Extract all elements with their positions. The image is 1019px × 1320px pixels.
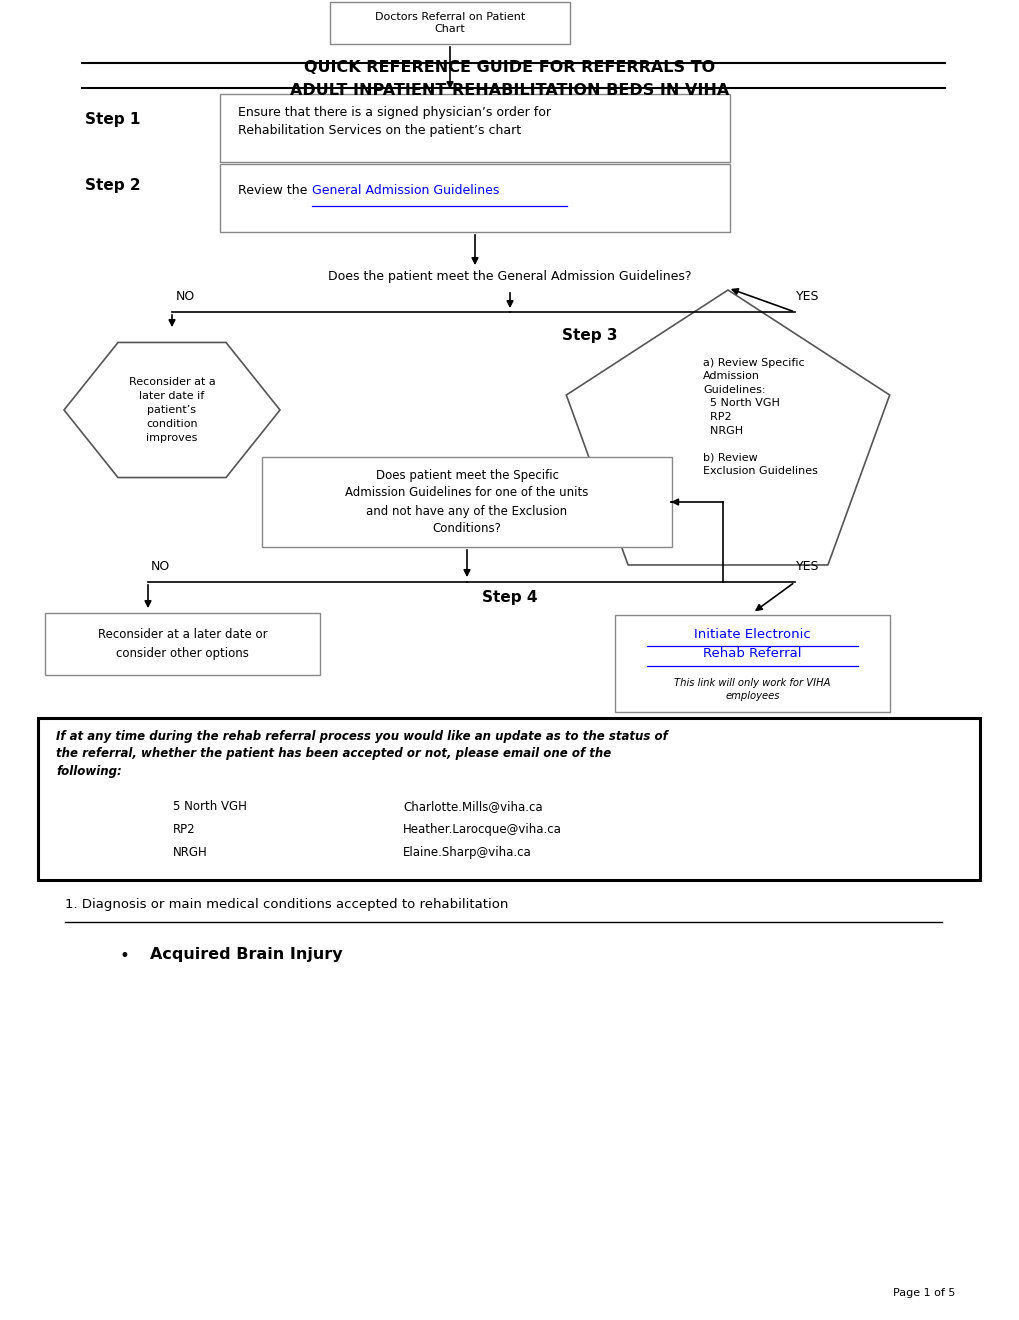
Text: Heather.Larocque@viha.ca: Heather.Larocque@viha.ca bbox=[403, 822, 561, 836]
Text: a) Review Specific
Admission
Guidelines:
  5 North VGH
  RP2
  NRGH

b) Review
E: a) Review Specific Admission Guidelines:… bbox=[702, 358, 817, 477]
Text: Does the patient meet the General Admission Guidelines?: Does the patient meet the General Admiss… bbox=[328, 271, 691, 282]
Text: Step 4: Step 4 bbox=[482, 590, 537, 605]
Text: Step 1: Step 1 bbox=[85, 112, 141, 127]
FancyBboxPatch shape bbox=[262, 457, 672, 546]
Text: Reconsider at a later date or
consider other options: Reconsider at a later date or consider o… bbox=[98, 628, 267, 660]
Text: Charlotte.Mills@viha.ca: Charlotte.Mills@viha.ca bbox=[403, 800, 542, 813]
Polygon shape bbox=[64, 342, 280, 478]
Text: Step 3: Step 3 bbox=[561, 327, 616, 343]
Text: Doctors Referral on Patient
Chart: Doctors Referral on Patient Chart bbox=[375, 12, 525, 34]
Text: Step 2: Step 2 bbox=[85, 178, 141, 193]
Text: Page 1 of 5: Page 1 of 5 bbox=[892, 1288, 954, 1298]
FancyBboxPatch shape bbox=[38, 718, 979, 880]
FancyBboxPatch shape bbox=[220, 164, 730, 232]
Text: •: • bbox=[120, 946, 129, 965]
Text: Acquired Brain Injury: Acquired Brain Injury bbox=[150, 946, 342, 962]
Text: ADULT INPATIENT REHABILITATION BEDS IN VIHA: ADULT INPATIENT REHABILITATION BEDS IN V… bbox=[290, 83, 729, 98]
Text: YES: YES bbox=[796, 560, 819, 573]
FancyBboxPatch shape bbox=[220, 94, 730, 162]
Text: 1. Diagnosis or main medical conditions accepted to rehabilitation: 1. Diagnosis or main medical conditions … bbox=[65, 898, 507, 911]
Text: If at any time during the rehab referral process you would like an update as to : If at any time during the rehab referral… bbox=[56, 730, 667, 777]
Text: NO: NO bbox=[175, 290, 195, 304]
Polygon shape bbox=[566, 290, 889, 565]
Text: RP2: RP2 bbox=[173, 822, 196, 836]
Text: Reconsider at a
later date if
patient’s
condition
improves: Reconsider at a later date if patient’s … bbox=[128, 378, 215, 444]
Text: YES: YES bbox=[796, 290, 819, 304]
Text: QUICK REFERENCE GUIDE FOR REFERRALS TO: QUICK REFERENCE GUIDE FOR REFERRALS TO bbox=[304, 59, 715, 75]
Text: Review the: Review the bbox=[237, 183, 311, 197]
Text: Initiate Electronic
Rehab Referral: Initiate Electronic Rehab Referral bbox=[694, 628, 810, 660]
FancyBboxPatch shape bbox=[330, 3, 570, 44]
FancyBboxPatch shape bbox=[614, 615, 890, 711]
Text: General Admission Guidelines: General Admission Guidelines bbox=[311, 183, 498, 197]
Text: Elaine.Sharp@viha.ca: Elaine.Sharp@viha.ca bbox=[403, 846, 531, 859]
Text: Ensure that there is a signed physician’s order for
Rehabilitation Services on t: Ensure that there is a signed physician’… bbox=[237, 106, 550, 137]
Text: 5 North VGH: 5 North VGH bbox=[173, 800, 247, 813]
FancyBboxPatch shape bbox=[45, 612, 320, 675]
Text: This link will only work for VIHA
employees: This link will only work for VIHA employ… bbox=[674, 678, 829, 701]
Text: NO: NO bbox=[150, 560, 169, 573]
Text: Does patient meet the Specific
Admission Guidelines for one of the units
and not: Does patient meet the Specific Admission… bbox=[345, 469, 588, 536]
Text: NRGH: NRGH bbox=[173, 846, 208, 859]
